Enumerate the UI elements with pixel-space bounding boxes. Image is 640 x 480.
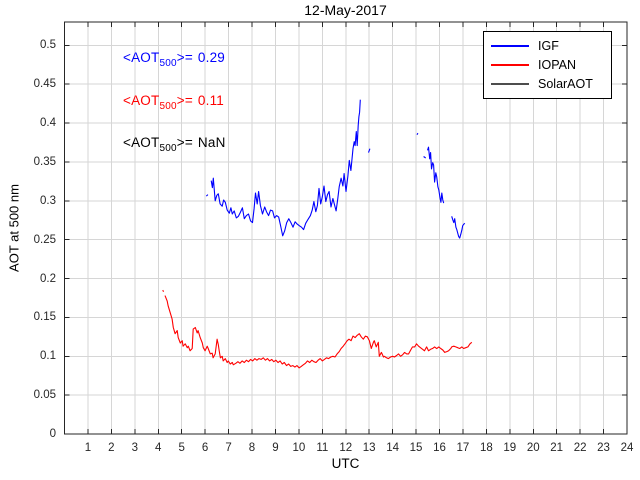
legend-item-iopan: IOPAN bbox=[484, 58, 611, 72]
x-tick-label: 4 bbox=[155, 442, 162, 454]
x-axis-label: UTC bbox=[331, 456, 360, 471]
annotation-prefix: <AOT bbox=[123, 135, 160, 150]
series-line-igf bbox=[451, 216, 466, 239]
series-line-igf bbox=[416, 132, 419, 135]
x-tick-label: 5 bbox=[178, 442, 185, 454]
legend-box: IGF IOPAN SolarAOT bbox=[483, 31, 612, 99]
x-tick-label: 12 bbox=[339, 442, 353, 454]
x-tick-label: 15 bbox=[409, 442, 423, 454]
x-tick-label: 24 bbox=[620, 442, 634, 454]
annotation-eq: >= bbox=[176, 93, 193, 108]
x-tick-label: 8 bbox=[248, 442, 256, 454]
y-tick-label: 0.5 bbox=[40, 39, 56, 52]
series-line-iopan bbox=[164, 295, 473, 369]
x-tick-label: 7 bbox=[225, 442, 232, 454]
series-line-iopan bbox=[162, 289, 165, 292]
legend-item-igf: IGF bbox=[484, 39, 611, 53]
x-tick-label: 1 bbox=[84, 442, 92, 454]
y-tick-label: 0.2 bbox=[40, 272, 56, 285]
annotation-mean-igf: <AOT500>= 0.29 bbox=[123, 50, 225, 69]
y-tick-label: 0.35 bbox=[33, 155, 56, 168]
annotation-value: 0.11 bbox=[197, 93, 224, 108]
x-tick-label: 2 bbox=[108, 442, 115, 454]
y-tick-label: 0.15 bbox=[33, 311, 56, 324]
y-tick-label: 0.45 bbox=[33, 78, 56, 91]
x-tick-label: 21 bbox=[550, 442, 564, 454]
y-tick-label: 0.1 bbox=[40, 350, 56, 363]
annotation-mean-solaraot: <AOT500>= NaN bbox=[123, 135, 226, 154]
series-line-igf bbox=[367, 148, 371, 153]
legend-line-sample-iopan bbox=[491, 64, 529, 66]
x-tick-label: 10 bbox=[292, 442, 306, 454]
annotation-subscript: 500 bbox=[159, 143, 177, 154]
series-line-igf bbox=[426, 146, 445, 204]
annotation-mean-iopan: <AOT500>= 0.11 bbox=[123, 93, 224, 112]
legend-item-solaraot: SolarAOT bbox=[484, 77, 611, 91]
y-tick-label: 0 bbox=[49, 428, 56, 440]
annotation-eq: >= bbox=[176, 50, 193, 65]
annotation-subscript: 500 bbox=[159, 58, 177, 69]
x-tick-label: 20 bbox=[526, 442, 540, 454]
y-tick-label: 0.25 bbox=[33, 233, 56, 246]
x-tick-label: 6 bbox=[201, 442, 209, 454]
x-tick-label: 22 bbox=[573, 442, 587, 454]
annotation-eq: >= bbox=[176, 135, 193, 150]
x-tick-label: 16 bbox=[433, 442, 446, 454]
annotation-value: NaN bbox=[197, 135, 226, 150]
x-tick-label: 23 bbox=[597, 442, 610, 454]
annotation-subscript: 500 bbox=[159, 101, 177, 112]
x-tick-label: 19 bbox=[503, 442, 517, 454]
x-tick-label: 13 bbox=[362, 442, 376, 454]
x-tick-label: 18 bbox=[479, 442, 493, 454]
annotation-value: 0.29 bbox=[197, 50, 225, 65]
x-tick-label: 14 bbox=[386, 442, 400, 454]
legend-line-sample-solaraot bbox=[491, 83, 529, 85]
series-line-igf bbox=[205, 194, 209, 197]
chart-title: 12-May-2017 bbox=[304, 2, 387, 18]
legend-line-sample-igf bbox=[491, 45, 529, 47]
series-line-igf bbox=[423, 156, 427, 159]
x-tick-label: 17 bbox=[456, 442, 470, 454]
annotation-prefix: <AOT bbox=[123, 50, 160, 65]
x-tick-label: 9 bbox=[272, 442, 279, 454]
x-tick-label: 3 bbox=[131, 442, 139, 454]
series-line-igf bbox=[210, 99, 361, 237]
y-tick-label: 0.4 bbox=[40, 117, 56, 130]
legend-label: SolarAOT bbox=[538, 77, 593, 91]
legend-label: IGF bbox=[538, 39, 559, 53]
x-tick-label: 11 bbox=[316, 442, 329, 454]
y-tick-label: 0.05 bbox=[33, 389, 56, 402]
y-tick-label: 0.3 bbox=[40, 194, 56, 207]
annotation-prefix: <AOT bbox=[123, 93, 160, 108]
legend-label: IOPAN bbox=[538, 58, 576, 72]
